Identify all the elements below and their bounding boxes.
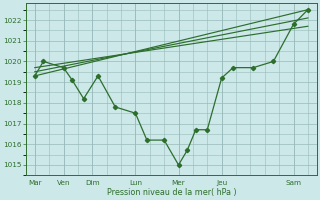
X-axis label: Pression niveau de la mer( hPa ): Pression niveau de la mer( hPa ): [107, 188, 236, 197]
